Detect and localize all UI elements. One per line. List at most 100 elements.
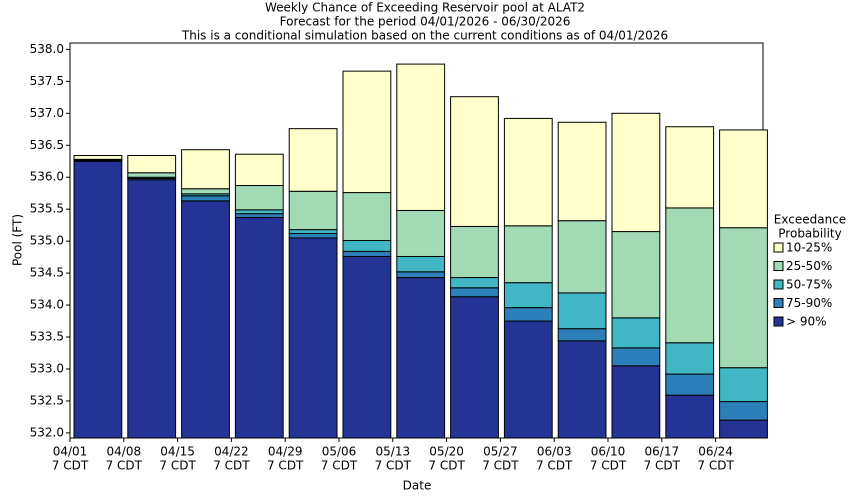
x-axis-label: Date xyxy=(403,479,432,493)
legend-label: 10-25% xyxy=(786,241,832,255)
y-tick-label: 534.0 xyxy=(30,298,64,312)
bar-segment xyxy=(288,229,338,234)
bar-segment xyxy=(665,342,715,375)
legend-label: 75-90% xyxy=(786,296,832,310)
legend-label: 50-75% xyxy=(786,278,832,292)
bar-segment xyxy=(665,126,715,209)
chart-title: Weekly Chance of Exceeding Reservoir poo… xyxy=(265,1,585,15)
bar-segment xyxy=(396,63,446,211)
y-tick-label: 533.0 xyxy=(30,361,64,375)
y-tick-label: 535.5 xyxy=(30,202,64,216)
chart-subtitle: Forecast for the period 04/01/2026 - 06/… xyxy=(280,15,571,29)
bar-segment xyxy=(719,419,768,439)
x-tick-label: 05/13 xyxy=(376,445,411,459)
x-tick-label: 04/01 xyxy=(53,445,88,459)
x-tick-label: 7 CDT xyxy=(267,459,304,473)
bar-segment xyxy=(450,225,499,279)
legend-swatch xyxy=(773,298,784,308)
bar-segment xyxy=(288,190,338,231)
bar-segment xyxy=(611,231,661,319)
y-tick-label: 532.5 xyxy=(30,393,64,407)
bar-segment xyxy=(127,179,177,439)
x-tick-label: 04/22 xyxy=(214,445,249,459)
legend-swatch xyxy=(773,279,784,290)
y-tick-label: 536.5 xyxy=(30,138,64,152)
bar-segment xyxy=(234,153,284,187)
legend-title: Probability xyxy=(778,227,841,241)
bar-segment xyxy=(611,112,661,233)
x-tick-label: 05/27 xyxy=(483,445,518,459)
x-tick-label: 7 CDT xyxy=(52,459,89,473)
bar-segment xyxy=(396,209,446,257)
x-tick-label: 04/08 xyxy=(107,445,142,459)
bar-segment xyxy=(503,225,553,284)
bar-segment xyxy=(503,117,553,227)
bar-segment xyxy=(557,328,607,342)
bar-segment xyxy=(127,172,177,178)
y-tick-label: 537.0 xyxy=(30,106,64,120)
x-tick-label: 06/24 xyxy=(698,445,733,459)
x-tick-label: 7 CDT xyxy=(590,459,627,473)
x-tick-label: 06/17 xyxy=(645,445,680,459)
bar-segment xyxy=(288,237,338,439)
y-tick-label: 533.5 xyxy=(30,330,64,344)
bar-segment xyxy=(450,296,499,439)
y-tick-label: 532.0 xyxy=(30,425,64,439)
bar-segment xyxy=(342,255,392,439)
chart-subtitle: This is a conditional simulation based o… xyxy=(181,29,668,43)
y-tick-label: 537.5 xyxy=(30,74,64,88)
bar-segment xyxy=(450,277,499,289)
bar-segment xyxy=(557,220,607,294)
y-tick-label: 538.0 xyxy=(30,42,64,56)
bar-segment xyxy=(719,401,768,421)
y-tick-label: 535.0 xyxy=(30,234,64,248)
bar-segment xyxy=(234,209,284,215)
bar-segment xyxy=(73,160,123,439)
legend-label: 25-50% xyxy=(786,259,832,273)
bar-segment xyxy=(557,292,607,330)
bar-segment xyxy=(503,307,553,322)
bar-segment xyxy=(234,216,284,439)
bar-segment xyxy=(611,347,661,367)
bar-segment xyxy=(342,70,392,194)
legend-swatch xyxy=(773,261,784,271)
bar-segment xyxy=(181,200,230,439)
bar-segment xyxy=(342,250,392,257)
x-tick-label: 7 CDT xyxy=(159,459,196,473)
bar-segment xyxy=(557,340,607,439)
bar-segment xyxy=(396,277,446,439)
bar-segment xyxy=(719,129,768,229)
x-tick-label: 7 CDT xyxy=(375,459,412,473)
bar-segment xyxy=(127,154,177,174)
bar-segment xyxy=(450,287,499,298)
legend-swatch xyxy=(773,242,784,253)
x-tick-label: 7 CDT xyxy=(321,459,358,473)
x-tick-label: 7 CDT xyxy=(428,459,465,473)
x-tick-label: 7 CDT xyxy=(536,459,573,473)
x-tick-label: 7 CDT xyxy=(644,459,681,473)
x-tick-label: 04/15 xyxy=(160,445,195,459)
bar-segment xyxy=(234,213,284,218)
x-tick-label: 05/06 xyxy=(322,445,357,459)
bar-segment xyxy=(396,255,446,273)
bar-segment xyxy=(557,121,607,222)
bar-segment xyxy=(181,149,230,190)
bar-segment xyxy=(503,282,553,309)
x-tick-label: 7 CDT xyxy=(482,459,519,473)
bar-segment xyxy=(181,188,230,195)
bar-segment xyxy=(396,271,446,279)
x-tick-label: 05/20 xyxy=(429,445,464,459)
x-tick-label: 06/03 xyxy=(537,445,572,459)
bar-segment xyxy=(234,185,284,211)
bar-segment xyxy=(288,232,338,239)
bar-segment xyxy=(288,128,338,192)
bar-segment xyxy=(719,367,768,403)
bar-segment xyxy=(342,192,392,242)
legend-swatch xyxy=(773,316,784,327)
bar-segment xyxy=(342,240,392,252)
bar-segment xyxy=(665,207,715,344)
x-tick-label: 04/29 xyxy=(268,445,303,459)
x-tick-label: 7 CDT xyxy=(106,459,143,473)
y-axis-label: Pool (FT) xyxy=(11,214,25,266)
